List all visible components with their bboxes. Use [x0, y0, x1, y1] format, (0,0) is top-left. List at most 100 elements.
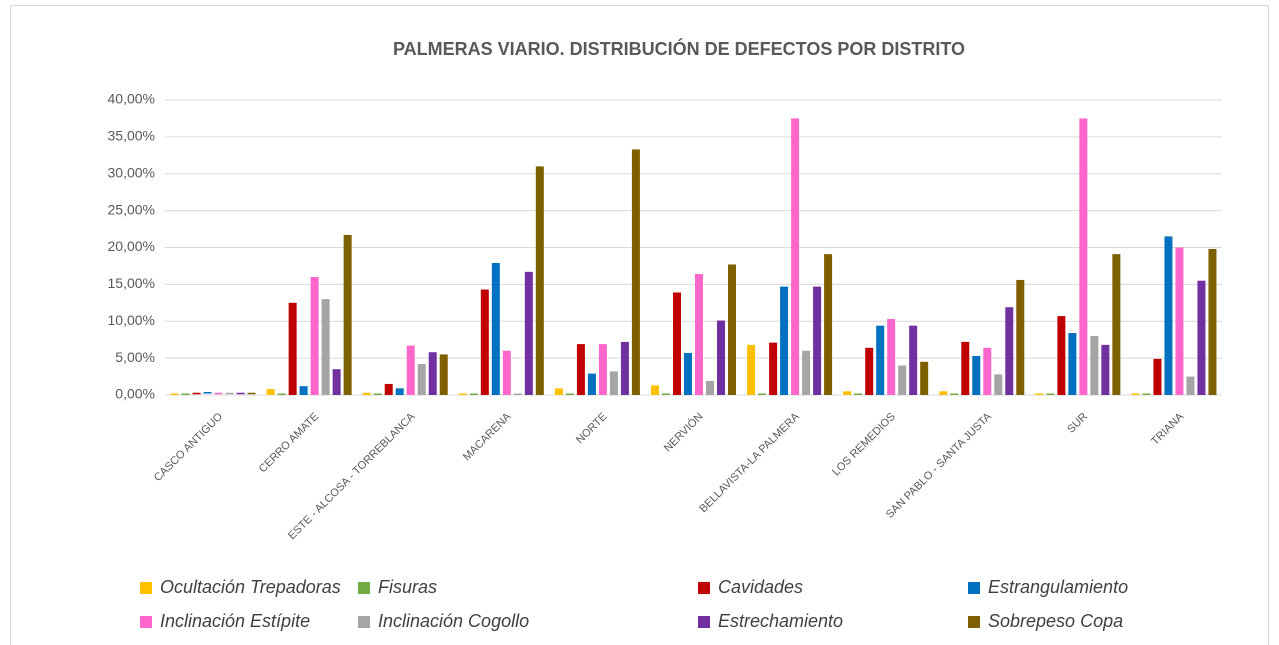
bar	[1175, 247, 1184, 395]
bar	[994, 374, 1003, 395]
bar	[266, 389, 275, 395]
bar	[395, 388, 404, 395]
bar	[1016, 279, 1025, 395]
bar	[909, 325, 918, 395]
bar	[706, 380, 714, 395]
bar	[214, 392, 223, 395]
bar	[181, 393, 190, 395]
bar	[695, 274, 703, 395]
bar	[791, 118, 800, 395]
bar	[609, 371, 618, 395]
bar	[332, 369, 341, 395]
bar	[554, 388, 563, 395]
legend-label: Inclinación Estípite	[160, 611, 310, 631]
legend-label: Fisuras	[378, 577, 437, 597]
bar	[950, 393, 959, 395]
bar	[321, 299, 330, 395]
legend-swatch	[140, 616, 152, 628]
bar	[898, 365, 907, 395]
bar	[1101, 344, 1110, 395]
bar	[565, 393, 574, 395]
legend-label: Sobrepeso Copa	[988, 611, 1123, 631]
bar	[824, 254, 833, 395]
bar	[673, 292, 681, 395]
bar	[1068, 333, 1077, 395]
y-tick-label: 0,00%	[115, 386, 155, 402]
bar	[428, 352, 437, 395]
bar	[598, 344, 607, 395]
bar	[417, 364, 426, 395]
bar	[1112, 254, 1121, 395]
bar	[876, 325, 885, 395]
bar	[439, 354, 448, 395]
legend-swatch	[968, 582, 980, 594]
bar	[236, 392, 245, 395]
chart-title: PALMERAS VIARIO. DISTRIBUCIÓN DE DEFECTO…	[393, 38, 965, 59]
bar	[225, 392, 234, 395]
bar	[939, 391, 948, 395]
y-tick-label: 40,00%	[108, 91, 155, 107]
bar	[384, 383, 393, 395]
bar	[1164, 236, 1173, 395]
bar	[192, 392, 201, 395]
bar	[620, 341, 629, 395]
y-tick-label: 20,00%	[108, 238, 155, 254]
bar	[728, 264, 736, 395]
bar	[1197, 280, 1206, 395]
bar	[887, 319, 896, 395]
y-tick-label: 10,00%	[108, 312, 155, 328]
bar	[920, 361, 929, 395]
bar	[747, 344, 756, 395]
bar	[865, 347, 874, 395]
legend-swatch	[968, 616, 980, 628]
bar	[1131, 393, 1140, 395]
bar	[343, 234, 352, 395]
bar	[480, 289, 489, 395]
bar	[1057, 316, 1066, 395]
bar	[1079, 118, 1088, 395]
bar	[972, 355, 981, 395]
bar	[983, 347, 992, 395]
legend-label: Estrangulamiento	[988, 577, 1128, 597]
bar	[1153, 358, 1162, 395]
bar	[854, 393, 863, 395]
bar	[587, 373, 596, 395]
bar	[631, 149, 640, 395]
bar	[961, 341, 970, 395]
bar	[662, 393, 670, 395]
bar	[362, 392, 371, 395]
bar	[310, 277, 319, 395]
bar	[203, 392, 212, 394]
bar	[1035, 393, 1044, 395]
legend-label: Cavidades	[718, 577, 803, 597]
bar	[373, 393, 382, 395]
bar	[458, 393, 467, 395]
bar	[491, 262, 500, 395]
legend-swatch	[698, 582, 710, 594]
bar	[780, 286, 789, 395]
bar	[1142, 393, 1151, 395]
bar	[1186, 376, 1195, 395]
bar	[513, 393, 522, 395]
bar	[1208, 248, 1217, 395]
legend-swatch	[698, 616, 710, 628]
y-tick-label: 15,00%	[108, 275, 155, 291]
legend-label: Ocultación Trepadoras	[160, 577, 341, 597]
y-tick-label: 5,00%	[115, 349, 155, 365]
bar	[717, 320, 725, 395]
bar	[535, 166, 544, 395]
bar	[247, 392, 256, 395]
bar	[684, 352, 692, 395]
bar	[758, 393, 767, 395]
y-tick-label: 30,00%	[108, 164, 155, 180]
bar	[843, 391, 852, 395]
bar	[802, 350, 811, 395]
bar	[813, 286, 822, 395]
y-tick-label: 25,00%	[108, 201, 155, 217]
legend-label: Estrechamiento	[718, 611, 843, 631]
bar	[524, 271, 533, 395]
bar	[406, 345, 415, 395]
bar	[502, 350, 511, 395]
bar	[288, 302, 297, 395]
legend-label: Inclinación Cogollo	[378, 611, 529, 631]
